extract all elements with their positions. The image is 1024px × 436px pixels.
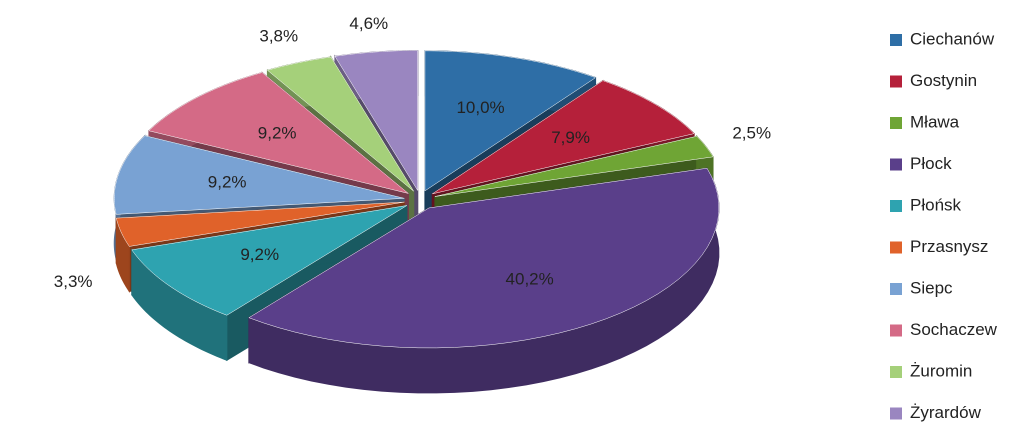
value-label: 4,6% <box>349 14 388 33</box>
slice <box>434 136 714 197</box>
legend-swatch <box>890 241 902 254</box>
legend-swatch <box>890 34 902 46</box>
legend-swatch <box>890 200 902 212</box>
legend-swatch <box>890 407 902 420</box>
legend-label: Żuromin <box>910 361 972 380</box>
value-label: 9,2% <box>208 173 247 192</box>
legend-label: Płock <box>910 154 952 173</box>
legend-swatch <box>890 75 902 88</box>
legend-label: Mława <box>910 112 960 131</box>
slice-tops <box>113 50 720 349</box>
value-label: 40,2% <box>506 269 554 288</box>
value-label: 7,9% <box>551 128 590 147</box>
legend-swatch <box>890 366 902 378</box>
slice <box>424 50 597 192</box>
slice <box>113 135 405 215</box>
legend-label: Siepc <box>910 278 953 297</box>
value-label: 9,2% <box>258 124 297 143</box>
slice <box>148 72 409 194</box>
slice <box>266 56 414 192</box>
value-label: 10,0% <box>456 98 504 117</box>
legend-label: Ciechanów <box>910 29 995 48</box>
value-label: 2,5% <box>732 123 771 142</box>
slice <box>334 50 418 192</box>
slice <box>115 201 405 247</box>
value-label: 3,8% <box>259 26 298 45</box>
legend-label: Przasnysz <box>910 237 988 256</box>
legend-swatch <box>890 324 902 337</box>
legend-swatch <box>890 117 902 129</box>
legend-label: Płońsk <box>910 195 962 214</box>
slice <box>131 205 408 316</box>
legend-label: Sochaczew <box>910 320 998 339</box>
slice <box>432 80 695 195</box>
legend-swatch <box>890 158 902 171</box>
legend-swatch <box>890 283 902 295</box>
legend-label: Gostynin <box>910 71 977 90</box>
legend-label: Żyrardów <box>910 403 982 422</box>
slice <box>248 167 720 349</box>
value-label: 9,2% <box>240 245 279 264</box>
value-label: 3,3% <box>54 272 93 291</box>
